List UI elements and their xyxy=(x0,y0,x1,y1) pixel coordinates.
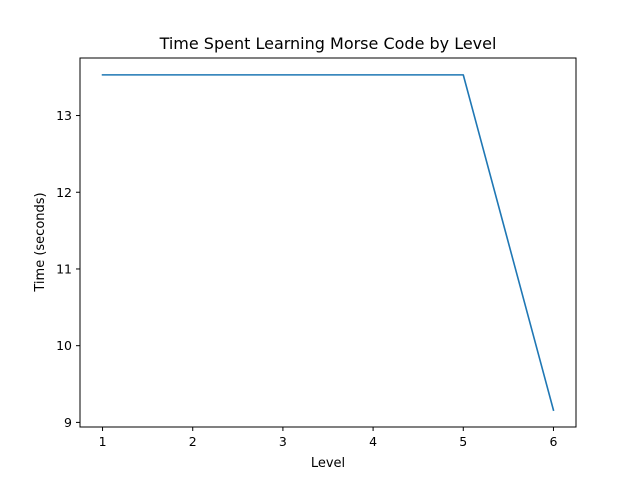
plot-frame xyxy=(79,57,577,428)
y-tick-label-11: 11 xyxy=(56,261,72,276)
x-tick-label-2: 2 xyxy=(189,434,197,449)
y-tick-label-9: 9 xyxy=(64,415,72,430)
x-axis-label: Level xyxy=(311,456,345,471)
y-axis-label: Time (seconds) xyxy=(33,192,48,292)
y-tick-label-13: 13 xyxy=(56,108,72,123)
x-tick-label-3: 3 xyxy=(279,434,287,449)
y-tick-label-10: 10 xyxy=(56,338,72,353)
y-tick-label-12: 12 xyxy=(56,185,72,200)
x-tick-label-6: 6 xyxy=(549,434,557,449)
series-line-0 xyxy=(101,74,555,412)
x-tick-label-1: 1 xyxy=(99,434,107,449)
x-tick-label-5: 5 xyxy=(459,434,467,449)
chart-title: Time Spent Learning Morse Code by Level xyxy=(159,34,497,53)
x-tick-label-4: 4 xyxy=(369,434,377,449)
